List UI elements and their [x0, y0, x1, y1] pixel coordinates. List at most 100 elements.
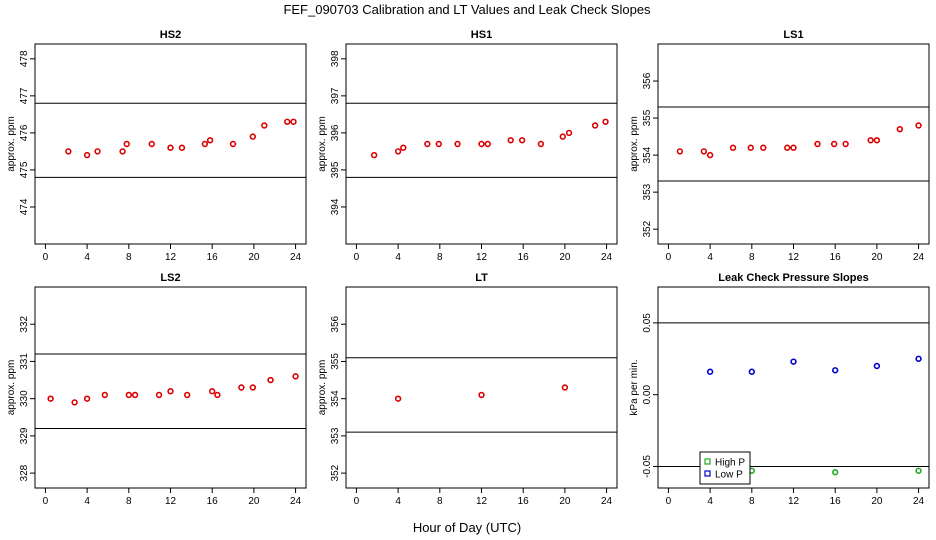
- data-point: [602, 118, 609, 125]
- y-tick-label: 356: [330, 315, 341, 332]
- data-point: [700, 148, 708, 155]
- data-point: [747, 144, 754, 151]
- data-point: [83, 151, 91, 159]
- x-tick-label: 16: [207, 252, 219, 263]
- panel-title: LS2: [160, 272, 180, 284]
- y-axis-label: approx. ppm: [6, 360, 17, 416]
- y-tick-label: 395: [330, 161, 341, 178]
- data-point: [148, 140, 155, 148]
- data-point: [790, 144, 797, 151]
- y-tick-label: 394: [330, 198, 341, 215]
- y-tick-label: 354: [330, 390, 341, 407]
- x-tick-label: 16: [518, 496, 530, 507]
- data-point: [65, 148, 72, 155]
- plot-frame: [345, 286, 618, 489]
- y-tick-label: 354: [642, 146, 653, 163]
- data-point: [915, 467, 922, 474]
- x-tick-label: 20: [248, 496, 260, 507]
- data-point: [71, 399, 78, 406]
- data-point: [47, 395, 54, 402]
- y-tick-label: 332: [19, 315, 30, 332]
- data-point: [292, 373, 299, 380]
- x-tick-label: 8: [437, 496, 443, 507]
- x-tick-label: 12: [788, 496, 800, 507]
- plot-frame: [345, 43, 618, 245]
- y-axis-label: kPa per min.: [629, 359, 640, 415]
- y-tick-label: 356: [642, 72, 653, 89]
- data-point: [676, 148, 684, 155]
- data-point: [201, 140, 209, 148]
- data-point: [267, 376, 274, 384]
- data-point: [790, 358, 797, 365]
- data-point: [873, 362, 881, 370]
- y-tick-label: 477: [19, 87, 30, 104]
- data-point: [284, 118, 291, 125]
- x-tick-label: 20: [871, 496, 883, 507]
- data-point: [83, 395, 91, 402]
- panel-title: HS2: [160, 29, 181, 41]
- x-tick-label: 8: [749, 252, 755, 263]
- x-tick-label: 4: [707, 496, 713, 507]
- data-point: [167, 144, 174, 151]
- data-point: [784, 144, 791, 151]
- x-tick-label: 24: [290, 252, 302, 263]
- panel-leak: Leak Check Pressure Slopes 0 4 8 12 16 20 24 -0.…: [629, 272, 930, 507]
- data-point: [915, 355, 922, 362]
- y-tick-label: 331: [19, 353, 30, 370]
- y-tick-label: 478: [19, 50, 30, 67]
- data-point: [290, 118, 297, 125]
- data-point: [131, 391, 139, 399]
- data-point: [896, 125, 904, 133]
- y-tick-label: 398: [330, 50, 341, 67]
- x-tick-label: 12: [165, 496, 177, 507]
- x-tick-label: 4: [84, 252, 90, 263]
- y-tick-label: 330: [19, 390, 30, 407]
- y-tick-label: 353: [330, 427, 341, 444]
- plot-frame: [657, 43, 930, 245]
- x-tick-label: 0: [666, 496, 672, 507]
- y-tick-label: 475: [19, 161, 30, 178]
- data-point: [831, 469, 839, 476]
- x-axis-label: Hour of Day (UTC): [413, 520, 521, 535]
- data-point: [119, 148, 126, 155]
- x-tick-label: 12: [788, 252, 800, 263]
- x-tick-label: 24: [601, 252, 613, 263]
- data-point: [478, 140, 485, 148]
- panel-lt: LT 0 4 8 12 16 20 24 352 353 354 355 356 approx. ppm: [317, 272, 618, 507]
- data-point: [867, 137, 874, 144]
- data-point: [370, 151, 378, 159]
- data-point: [123, 140, 130, 148]
- x-tick-label: 0: [43, 496, 49, 507]
- x-tick-label: 0: [354, 496, 360, 507]
- panels: HS2 0 4 8 12 16 20 24 474 475 476 477 478 approx. ppm…: [6, 29, 930, 507]
- data-point: [101, 391, 109, 399]
- data-point: [214, 391, 221, 399]
- y-tick-label: 397: [330, 87, 341, 104]
- x-tick-label: 0: [354, 252, 360, 263]
- y-axis-label: approx. ppm: [317, 360, 328, 416]
- x-tick-label: 24: [913, 252, 925, 263]
- x-tick-label: 12: [476, 496, 488, 507]
- data-point: [561, 384, 569, 391]
- plot-frame: [34, 286, 307, 489]
- panel-title: LT: [475, 272, 488, 284]
- x-tick-label: 16: [830, 252, 842, 263]
- panel-hs1: HS1 0 4 8 12 16 20 24 394 395 396 397 398 approx. ppm: [317, 29, 618, 263]
- data-point: [873, 137, 881, 144]
- series-ls1: [676, 122, 922, 159]
- legend-box: [699, 451, 751, 485]
- x-tick-label: 20: [248, 252, 260, 263]
- y-axis-label: approx. ppm: [6, 116, 17, 172]
- y-tick-label: -0.05: [642, 455, 653, 478]
- data-point: [559, 133, 566, 140]
- figure-title: FEF_090703 Calibration and LT Values and…: [283, 2, 651, 17]
- y-tick-label: 474: [19, 198, 30, 215]
- data-point: [565, 129, 573, 137]
- data-point: [183, 391, 191, 399]
- x-tick-label: 8: [749, 496, 755, 507]
- data-point: [94, 148, 101, 155]
- data-point: [206, 137, 214, 144]
- data-point: [537, 140, 545, 148]
- y-tick-label: 329: [19, 427, 30, 444]
- data-point: [518, 137, 526, 144]
